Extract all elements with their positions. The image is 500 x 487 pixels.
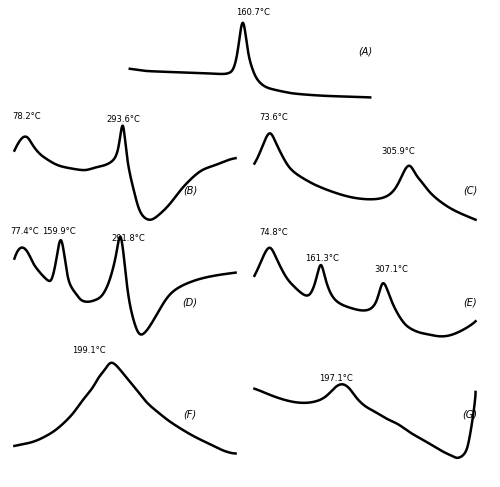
Text: 77.4°C: 77.4°C xyxy=(10,226,38,236)
Text: (D): (D) xyxy=(182,298,198,308)
Text: 74.8°C: 74.8°C xyxy=(259,228,288,237)
Text: (B): (B) xyxy=(183,186,197,196)
Text: (E): (E) xyxy=(463,298,477,308)
Text: 293.6°C: 293.6°C xyxy=(106,114,140,124)
Text: 160.7°C: 160.7°C xyxy=(236,8,270,17)
Text: (C): (C) xyxy=(463,186,477,196)
Text: 78.2°C: 78.2°C xyxy=(12,112,41,121)
Text: (F): (F) xyxy=(184,410,196,420)
Text: 305.9°C: 305.9°C xyxy=(381,147,415,156)
Text: 307.1°C: 307.1°C xyxy=(374,265,408,274)
Text: (A): (A) xyxy=(358,46,372,56)
Text: 199.1°C: 199.1°C xyxy=(72,346,106,355)
Text: 159.9°C: 159.9°C xyxy=(42,226,76,236)
Text: 73.6°C: 73.6°C xyxy=(259,113,288,122)
Text: 197.1°C: 197.1°C xyxy=(319,375,353,383)
Text: 161.3°C: 161.3°C xyxy=(305,254,339,263)
Text: 291.8°C: 291.8°C xyxy=(111,234,145,243)
Text: (G): (G) xyxy=(462,410,477,420)
